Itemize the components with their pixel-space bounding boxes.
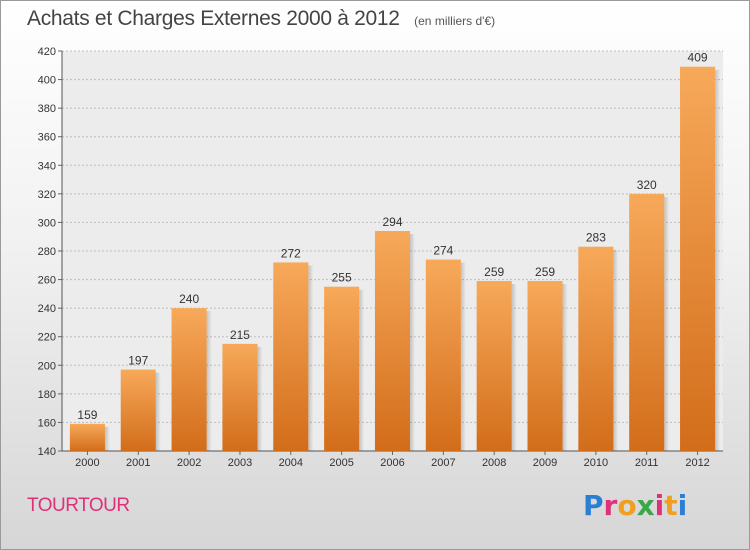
- x-tick-label-2010: 2010: [584, 457, 608, 469]
- bar-shadow: [664, 196, 670, 451]
- logo-letter: x: [636, 489, 655, 522]
- x-tick-label-2001: 2001: [126, 457, 150, 469]
- value-label-2011: 320: [637, 178, 657, 192]
- bar-2010: [578, 246, 614, 451]
- bar-2012: [680, 66, 716, 451]
- logo-letter: i: [677, 489, 688, 522]
- value-label-2007: 274: [433, 244, 453, 258]
- y-tick-label: 380: [38, 103, 56, 115]
- y-tick-label: 400: [38, 75, 56, 87]
- x-tick-label-2006: 2006: [380, 457, 404, 469]
- value-label-2001: 197: [128, 354, 148, 368]
- logo-letter: t: [664, 489, 678, 522]
- y-tick-label: 160: [38, 417, 56, 429]
- y-tick-label: 140: [38, 446, 56, 458]
- x-tick-label-2012: 2012: [685, 457, 709, 469]
- commune-name: TOURTOUR: [27, 495, 130, 516]
- title-block: Achats et Charges Externes 2000 à 2012 (…: [27, 7, 495, 31]
- value-label-2004: 272: [281, 246, 301, 260]
- chart-subtitle: (en milliers d'€): [414, 14, 496, 28]
- bar-2009: [527, 281, 563, 451]
- bar-shadow: [613, 249, 619, 451]
- y-tick-label: 240: [38, 303, 56, 315]
- x-tick-label-2000: 2000: [75, 457, 99, 469]
- value-label-2000: 159: [77, 408, 97, 422]
- bar-2011: [629, 193, 665, 451]
- y-tick-label: 300: [38, 217, 56, 229]
- bar-2001: [120, 369, 156, 451]
- x-tick-label-2005: 2005: [329, 457, 353, 469]
- x-tick-label-2008: 2008: [482, 457, 506, 469]
- value-label-2010: 283: [586, 231, 606, 245]
- logo-letter: r: [603, 489, 618, 522]
- y-tick-label: 420: [38, 46, 56, 58]
- bar-2003: [222, 343, 258, 451]
- bar-2004: [273, 262, 309, 451]
- value-label-2008: 259: [484, 265, 504, 279]
- value-label-2002: 240: [179, 292, 199, 306]
- value-label-2009: 259: [535, 265, 555, 279]
- value-label-2003: 215: [230, 328, 250, 342]
- y-tick-label: 340: [38, 160, 56, 172]
- y-tick-label: 280: [38, 246, 56, 258]
- y-tick-label: 220: [38, 332, 56, 344]
- proxiti-logo: Proxiti: [583, 489, 687, 522]
- chart-title: Achats et Charges Externes 2000 à 2012: [27, 7, 400, 30]
- value-label-2005: 255: [332, 271, 352, 285]
- x-tick-label-2002: 2002: [177, 457, 201, 469]
- x-tick-label-2009: 2009: [533, 457, 557, 469]
- bar-shadow: [359, 289, 365, 451]
- bar-shadow: [308, 265, 314, 451]
- y-tick-label: 360: [38, 132, 56, 144]
- bar-shadow: [104, 426, 110, 451]
- bar-shadow: [460, 262, 466, 451]
- bar-2007: [425, 259, 461, 451]
- value-label-2012: 409: [688, 51, 708, 65]
- x-tick-label-2003: 2003: [228, 457, 252, 469]
- y-tick-label: 320: [38, 189, 56, 201]
- y-tick-label: 260: [38, 275, 56, 287]
- bar-shadow: [206, 311, 212, 451]
- bar-shadow: [562, 284, 568, 451]
- logo-letter: o: [617, 489, 637, 522]
- x-tick-label-2011: 2011: [635, 457, 659, 469]
- logo-letter: P: [583, 489, 604, 522]
- y-tick-label: 200: [38, 360, 56, 372]
- x-tick-label-2007: 2007: [431, 457, 455, 469]
- bar-2002: [171, 308, 207, 451]
- bar-shadow: [410, 234, 416, 451]
- value-label-2006: 294: [382, 215, 402, 229]
- logo-letter: i: [654, 489, 665, 522]
- bar-shadow: [155, 372, 161, 451]
- bar-shadow: [715, 69, 721, 451]
- x-tick-label-2004: 2004: [279, 457, 303, 469]
- y-tick-label: 180: [38, 389, 56, 401]
- bar-shadow: [511, 284, 517, 451]
- bar-2006: [374, 231, 411, 451]
- bar-shadow: [257, 346, 263, 451]
- bar-2000: [69, 423, 105, 451]
- bar-2008: [476, 281, 512, 451]
- bar-2005: [324, 286, 360, 451]
